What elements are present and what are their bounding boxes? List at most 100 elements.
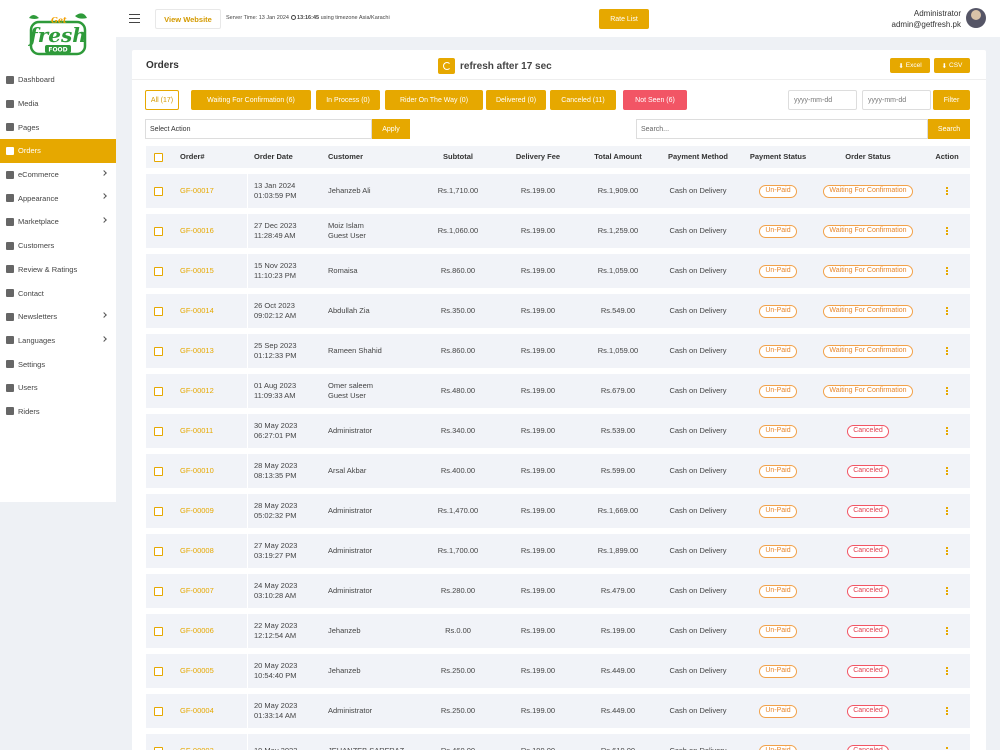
order-id-link[interactable]: GF-00003: [180, 746, 214, 750]
table-row[interactable]: GF-00015 15 Nov 2023 11:10:23 PM Romaisa Rs.…: [146, 254, 970, 288]
table-row[interactable]: GF-00005 20 May 2023 10:54:40 PM Jehanzeb Rs…: [146, 654, 970, 688]
sidebar-item-media[interactable]: Media: [0, 92, 116, 116]
rate-list-button[interactable]: Rate List: [599, 9, 649, 29]
refresh-icon[interactable]: [438, 58, 455, 74]
order-id-link[interactable]: GF-00004: [180, 706, 214, 715]
order-id-link[interactable]: GF-00010: [180, 466, 214, 475]
order-id-link[interactable]: GF-00013: [180, 346, 214, 355]
more-actions-icon[interactable]: [946, 587, 948, 595]
more-actions-icon[interactable]: [946, 387, 948, 395]
sidebar-item-review-ratings[interactable]: Review & Ratings: [0, 258, 116, 282]
sidebar-item-orders[interactable]: Orders: [0, 139, 116, 163]
table-row[interactable]: GF-00003 19 May 2023 JEHANZEB SARFRAZ Rs.46…: [146, 734, 970, 750]
tab-delivered[interactable]: Delivered (0): [486, 90, 546, 110]
tab-not-seen[interactable]: Not Seen (6): [623, 90, 687, 110]
date-to-input[interactable]: yyyy-mm-dd: [862, 90, 931, 110]
table-row[interactable]: GF-00009 28 May 2023 05:02:32 PM Administra…: [146, 494, 970, 528]
row-checkbox[interactable]: [153, 186, 163, 196]
avatar[interactable]: [966, 8, 986, 28]
order-id-link[interactable]: GF-00011: [180, 426, 214, 435]
table-row[interactable]: GF-00010 28 May 2023 08:13:35 PM Arsal Akba…: [146, 454, 970, 488]
search-input[interactable]: Search...: [636, 119, 928, 139]
order-date-stack: 19 May 2023: [254, 746, 297, 750]
row-checkbox[interactable]: [153, 506, 163, 516]
sidebar-item-newsletters[interactable]: Newsletters: [0, 305, 116, 329]
table-row[interactable]: GF-00004 20 May 2023 01:33:14 AM Administra…: [146, 694, 970, 728]
sidebar-item-pages[interactable]: Pages: [0, 115, 116, 139]
row-checkbox[interactable]: [153, 426, 163, 436]
more-actions-icon[interactable]: [946, 507, 948, 515]
row-checkbox[interactable]: [153, 586, 163, 596]
sidebar-item-settings[interactable]: Settings: [0, 352, 116, 376]
more-actions-icon[interactable]: [946, 347, 948, 355]
sidebar-item-customers[interactable]: Customers: [0, 234, 116, 258]
row-checkbox[interactable]: [153, 266, 163, 276]
sidebar-item-marketplace[interactable]: Marketplace: [0, 210, 116, 234]
order-id-link[interactable]: GF-00006: [180, 626, 214, 635]
more-actions-icon[interactable]: [946, 427, 948, 435]
table-row[interactable]: GF-00017 13 Jan 2024 01:03:59 PM Jehanzeb A…: [146, 174, 970, 208]
table-row[interactable]: GF-00013 25 Sep 2023 01:12:33 PM Rameen Sha…: [146, 334, 970, 368]
order-id-link[interactable]: GF-00009: [180, 506, 214, 515]
table-row[interactable]: GF-00016 27 Dec 2023 11:28:49 AM Moiz Islam…: [146, 214, 970, 248]
sidebar-item-ecommerce[interactable]: eCommerce: [0, 163, 116, 187]
date-from-input[interactable]: yyyy-mm-dd: [788, 90, 857, 110]
order-id-link[interactable]: GF-00016: [180, 226, 214, 235]
more-actions-icon[interactable]: [946, 627, 948, 635]
sidebar-item-dashboard[interactable]: Dashboard: [0, 68, 116, 92]
order-id-link[interactable]: GF-00005: [180, 666, 214, 675]
row-checkbox[interactable]: [153, 386, 163, 396]
order-id-link[interactable]: GF-00007: [180, 586, 214, 595]
table-row[interactable]: GF-00012 01 Aug 2023 11:09:33 AM Omer salee…: [146, 374, 970, 408]
row-checkbox[interactable]: [153, 306, 163, 316]
tab-rider-on-the-way[interactable]: Rider On The Way (0): [385, 90, 483, 110]
admin-info[interactable]: Administrator admin@getfresh.pk: [892, 8, 962, 30]
order-id-link[interactable]: GF-00012: [180, 386, 214, 395]
tab-canceled[interactable]: Canceled (11): [550, 90, 616, 110]
export-excel-button[interactable]: ⬇ Excel: [890, 58, 930, 73]
hamburger-menu-icon[interactable]: [129, 14, 140, 23]
row-checkbox[interactable]: [153, 746, 163, 750]
getfresh-logo[interactable]: Get fresh FOOD: [25, 10, 91, 58]
more-actions-icon[interactable]: [946, 227, 948, 235]
table-row[interactable]: GF-00011 30 May 2023 06:27:01 PM Administra…: [146, 414, 970, 448]
more-actions-icon[interactable]: [946, 267, 948, 275]
more-actions-icon[interactable]: [946, 187, 948, 195]
row-checkbox[interactable]: [153, 626, 163, 636]
row-checkbox[interactable]: [153, 706, 163, 716]
sidebar-item-users[interactable]: Users: [0, 376, 116, 400]
sidebar-item-languages[interactable]: Languages: [0, 329, 116, 353]
tab-all[interactable]: All (17): [145, 90, 179, 110]
tab-in-process[interactable]: In Process (0): [316, 90, 380, 110]
filter-button[interactable]: Filter: [933, 90, 970, 110]
table-row[interactable]: GF-00014 26 Oct 2023 09:02:12 AM Abdullah Z…: [146, 294, 970, 328]
order-id-link[interactable]: GF-00008: [180, 546, 214, 555]
select-all-checkbox[interactable]: [153, 152, 163, 162]
search-button[interactable]: Search: [928, 119, 970, 139]
order-id-link[interactable]: GF-00014: [180, 306, 214, 315]
row-checkbox[interactable]: [153, 346, 163, 356]
row-checkbox[interactable]: [153, 226, 163, 236]
row-checkbox[interactable]: [153, 466, 163, 476]
sidebar-item-appearance[interactable]: Appearance: [0, 186, 116, 210]
table-row[interactable]: GF-00008 27 May 2023 03:19:27 PM Administra…: [146, 534, 970, 568]
more-actions-icon[interactable]: [946, 307, 948, 315]
more-actions-icon[interactable]: [946, 667, 948, 675]
table-row[interactable]: GF-00006 22 May 2023 12:12:54 AM Jehanzeb Rs…: [146, 614, 970, 648]
tab-waiting-for-confirmation[interactable]: Waiting For Confirmation (6): [191, 90, 311, 110]
sidebar-item-riders[interactable]: Riders: [0, 400, 116, 424]
order-id-link[interactable]: GF-00015: [180, 266, 214, 275]
table-row[interactable]: GF-00007 24 May 2023 03:10:28 AM Administra…: [146, 574, 970, 608]
bulk-action-select[interactable]: Select Action: [145, 119, 372, 139]
row-checkbox[interactable]: [153, 546, 163, 556]
order-id-link[interactable]: GF-00017: [180, 186, 214, 195]
more-actions-icon[interactable]: [946, 547, 948, 555]
more-actions-icon[interactable]: [946, 467, 948, 475]
row-checkbox[interactable]: [153, 666, 163, 676]
sidebar-item-contact[interactable]: Contact: [0, 281, 116, 305]
view-website-button[interactable]: View Website: [155, 9, 221, 29]
export-csv-button[interactable]: ⬇ CSV: [934, 58, 970, 73]
more-actions-icon[interactable]: [946, 707, 948, 715]
apply-button[interactable]: Apply: [372, 119, 410, 139]
more-actions-icon[interactable]: [946, 747, 948, 750]
